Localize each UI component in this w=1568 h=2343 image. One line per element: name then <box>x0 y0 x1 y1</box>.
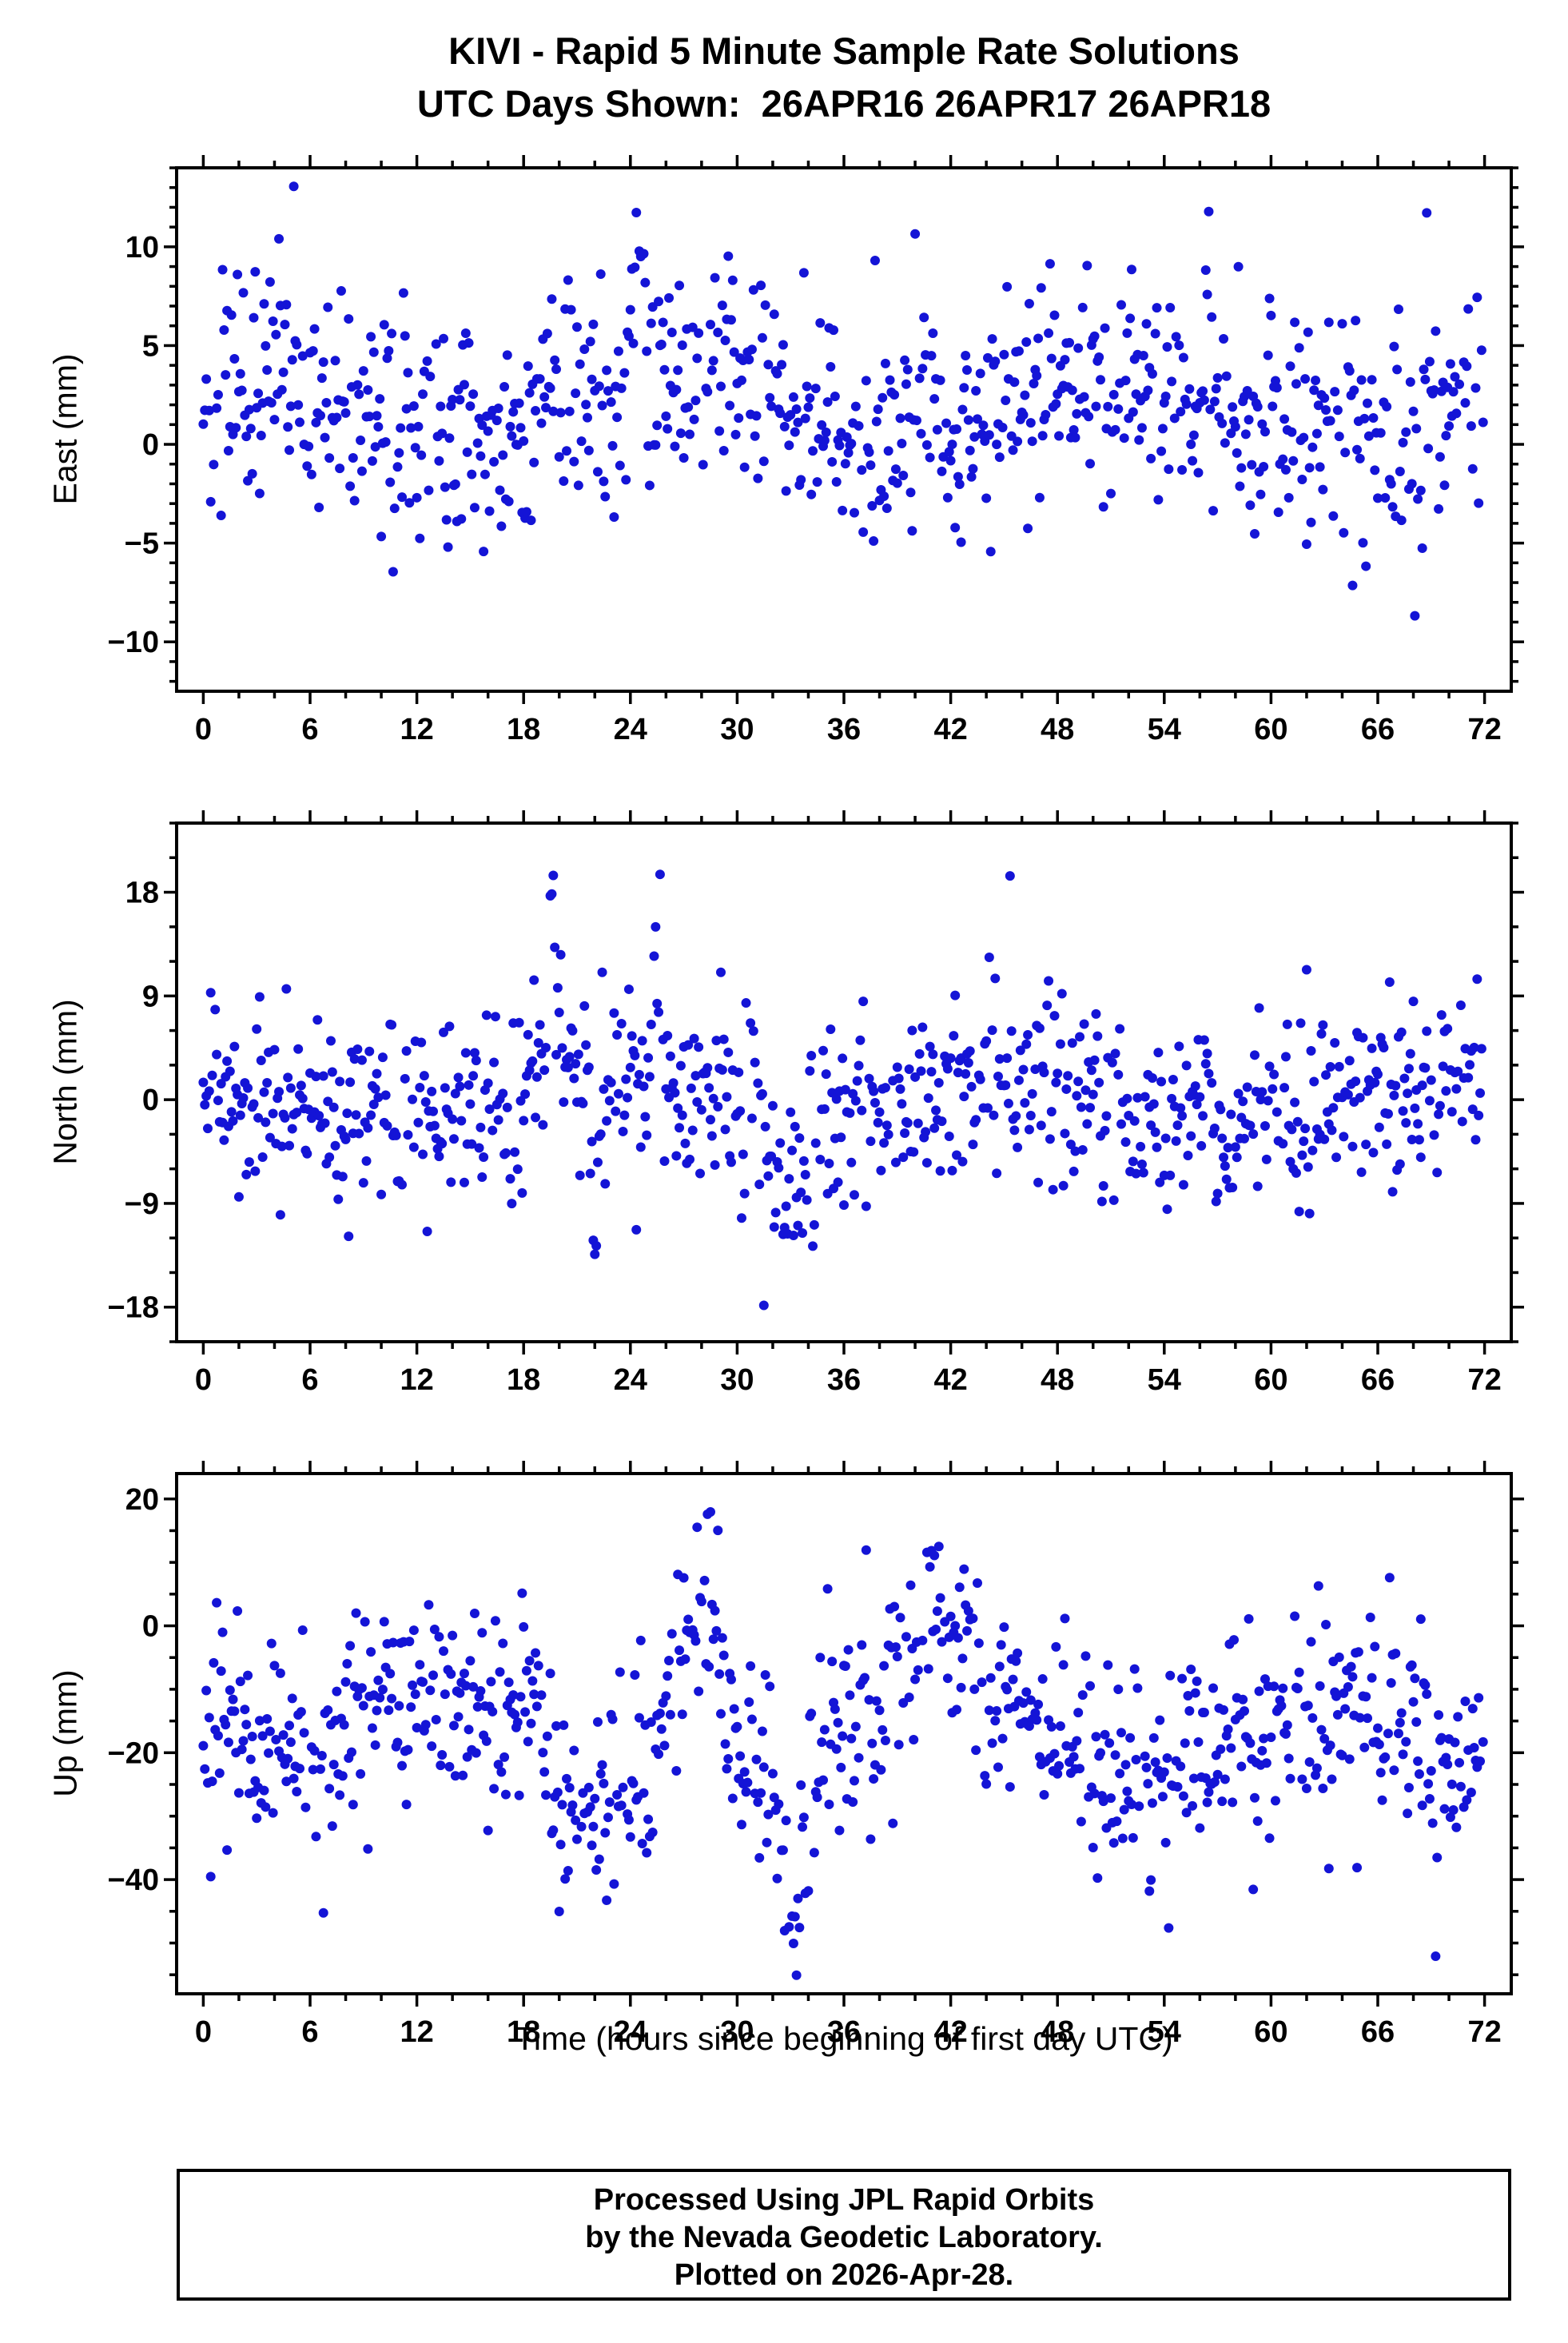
x-tick-label: 60 <box>1254 713 1287 746</box>
panel-up-plot: 0 6 12 18 24 30 36 42 48 54 60 66 72 −40 −20 0 20 <box>108 1461 1524 2049</box>
y-tick-label: −40 <box>108 1864 159 1897</box>
panel-east-plot: 0 6 12 18 24 30 36 42 48 54 60 66 72 −10 −5 0 5 10 <box>108 155 1524 746</box>
x-tick-label: 60 <box>1254 1363 1287 1397</box>
footer-line-2: by the Nevada Geodetic Laboratory. <box>585 2221 1103 2254</box>
x-tick-label: 0 <box>195 2015 212 2049</box>
y-axis-label-east: East (mm) <box>46 353 84 505</box>
x-tick-label: 60 <box>1254 2015 1287 2049</box>
x-axis-label: Time (hours since beginning of first day… <box>515 2020 1173 2057</box>
y-axis-label-north: North (mm) <box>46 999 84 1165</box>
y-tick-label: −20 <box>108 1736 159 1770</box>
x-tick-label: 42 <box>933 2015 967 2049</box>
x-tick-label: 54 <box>1148 1363 1181 1397</box>
chart-title: KIVI - Rapid 5 Minute Sample Rate Soluti… <box>448 30 1240 72</box>
chart-subtitle: UTC Days Shown: 26APR16 26APR17 26APR18 <box>416 82 1272 125</box>
x-tick-label: 66 <box>1361 1363 1395 1397</box>
x-tick-label: 12 <box>400 1363 433 1397</box>
y-tick-label: 10 <box>125 231 159 265</box>
x-tick-label: 36 <box>827 2015 861 2049</box>
panel-north-plot: 0 6 12 18 24 30 36 42 48 54 60 66 72 −18 −9 0 9 18 <box>108 810 1524 1397</box>
x-tick-label: 24 <box>614 1363 647 1397</box>
y-tick-label: 0 <box>142 428 159 462</box>
x-tick-label: 6 <box>301 713 318 746</box>
x-tick-label: 18 <box>507 1363 540 1397</box>
x-tick-label: 48 <box>1041 1363 1074 1397</box>
y-tick-label: 0 <box>142 1610 159 1644</box>
y-tick-label: −9 <box>125 1187 159 1221</box>
x-tick-label: 12 <box>400 2015 433 2049</box>
y-tick-label: 9 <box>142 980 159 1013</box>
y-tick-label: 5 <box>142 329 159 363</box>
y-axis-label-up: Up (mm) <box>46 1669 84 1797</box>
x-tick-label: 42 <box>933 1363 967 1397</box>
x-tick-label: 12 <box>400 713 433 746</box>
x-tick-label: 48 <box>1041 713 1074 746</box>
x-tick-label: 24 <box>614 2015 647 2049</box>
x-tick-label: 48 <box>1041 2015 1074 2049</box>
x-tick-label: 54 <box>1148 2015 1181 2049</box>
x-tick-label: 36 <box>827 1363 861 1397</box>
y-tick-label: −5 <box>125 527 159 561</box>
x-tick-label: 24 <box>614 713 647 746</box>
x-tick-label: 0 <box>195 1363 212 1397</box>
x-tick-label: 30 <box>720 2015 754 2049</box>
x-tick-label: 72 <box>1467 2015 1501 2049</box>
x-tick-label: 18 <box>507 713 540 746</box>
x-tick-label: 66 <box>1361 713 1395 746</box>
y-tick-label: 18 <box>125 877 159 910</box>
footer-line-3: Plotted on 2026-Apr-28. <box>674 2258 1014 2292</box>
y-tick-label: −10 <box>108 626 159 659</box>
x-tick-label: 42 <box>933 713 967 746</box>
y-tick-label: −18 <box>108 1291 159 1325</box>
x-tick-label: 18 <box>507 2015 540 2049</box>
x-tick-label: 6 <box>301 1363 318 1397</box>
footer-line-1: Processed Using JPL Rapid Orbits <box>593 2183 1095 2217</box>
x-tick-label: 30 <box>720 1363 754 1397</box>
x-tick-label: 66 <box>1361 2015 1395 2049</box>
x-tick-label: 0 <box>195 713 212 746</box>
x-tick-label: 6 <box>301 2015 318 2049</box>
x-tick-label: 36 <box>827 713 861 746</box>
x-tick-label: 72 <box>1467 1363 1501 1397</box>
footer-box: Processed Using JPL Rapid Orbits by the … <box>177 2169 1511 2301</box>
y-tick-label: 20 <box>125 1483 159 1517</box>
y-tick-label: 0 <box>142 1084 159 1117</box>
x-tick-label: 72 <box>1467 713 1501 746</box>
x-tick-label: 54 <box>1148 713 1181 746</box>
x-tick-label: 30 <box>720 713 754 746</box>
